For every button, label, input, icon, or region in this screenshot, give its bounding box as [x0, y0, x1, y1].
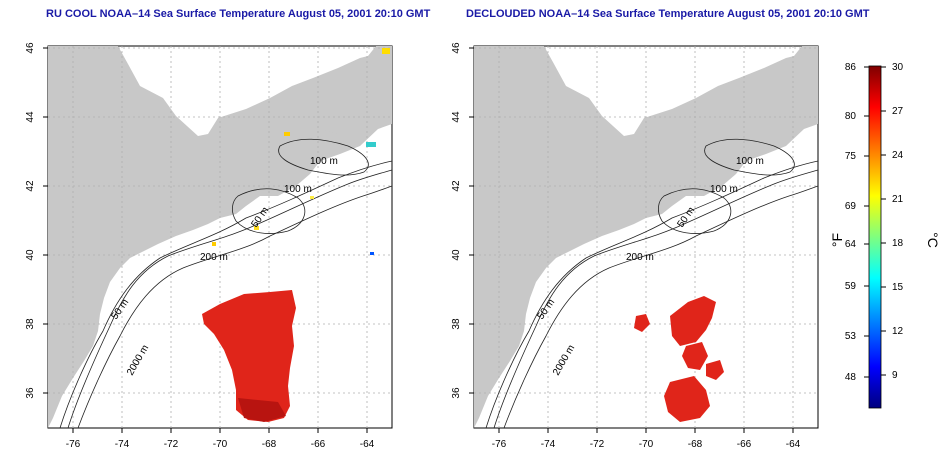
- fahrenheit-label: °F: [829, 233, 845, 247]
- x-tick: -70: [639, 439, 654, 450]
- y-tick: 36: [451, 387, 462, 399]
- x-tick: -76: [492, 439, 507, 450]
- right-axes: -76 -74 -72 -70 -68 -66 -64 46 44 42 40 …: [451, 42, 801, 450]
- sst-patch-declouded: [634, 296, 724, 422]
- contour-label-100m-south: 100 m: [710, 184, 738, 195]
- contour-label-100m-north: 100 m: [736, 156, 764, 167]
- contour-label-100m-south: 100 m: [284, 184, 312, 195]
- y-tick: 40: [451, 249, 462, 261]
- right-map-panel: 100 m 100 m 50 m 200 m 50 m 2000 m: [473, 45, 819, 429]
- x-tick: -72: [164, 439, 179, 450]
- contour-label-100m-north: 100 m: [310, 156, 338, 167]
- bathymetry-contours: [485, 138, 819, 429]
- celsius-tick: 9: [892, 370, 898, 381]
- y-tick: 40: [25, 249, 36, 261]
- x-tick: -76: [66, 439, 81, 450]
- celsius-tick: 27: [892, 106, 904, 117]
- celsius-tick: 12: [892, 326, 904, 337]
- x-tick: -70: [213, 439, 228, 450]
- colorbar-gradient: [868, 65, 882, 409]
- y-tick: 42: [25, 180, 36, 192]
- fahrenheit-tick: 64: [845, 239, 857, 250]
- fahrenheit-tick: 53: [845, 331, 857, 342]
- left-panel-title: RU COOL NOAA–14 Sea Surface Temperature …: [46, 8, 431, 20]
- x-tick: -74: [115, 439, 130, 450]
- y-tick: 38: [451, 318, 462, 330]
- colorbar: 86 80 75 69 64 59 53 48 30 27 24 21 18 1…: [829, 62, 941, 409]
- celsius-tick: 15: [892, 282, 904, 293]
- x-tick: -64: [360, 439, 375, 450]
- fahrenheit-tick: 75: [845, 151, 857, 162]
- y-tick: 46: [25, 42, 36, 54]
- y-tick: 46: [451, 42, 462, 54]
- fahrenheit-tick: 86: [845, 62, 857, 73]
- fahrenheit-tick: 59: [845, 281, 857, 292]
- fahrenheit-tick: 69: [845, 201, 857, 212]
- x-tick: -64: [786, 439, 801, 450]
- right-panel-title: DECLOUDED NOAA–14 Sea Surface Temperatur…: [466, 8, 870, 20]
- y-tick: 44: [451, 111, 462, 123]
- celsius-label: °C: [925, 232, 941, 248]
- sst-patch: [202, 290, 296, 422]
- y-tick: 38: [25, 318, 36, 330]
- left-map-panel: 100 m 100 m 50 m 200 m 50 m 2000 m: [47, 45, 393, 429]
- celsius-tick: 21: [892, 194, 904, 205]
- contour-label-200m: 200 m: [626, 252, 654, 263]
- gridlines: [474, 46, 818, 428]
- x-tick: -74: [541, 439, 556, 450]
- sst-speckles: [212, 48, 390, 255]
- contour-label-200m: 200 m: [200, 252, 228, 263]
- celsius-tick: 30: [892, 62, 904, 73]
- x-tick: -68: [688, 439, 703, 450]
- y-tick: 36: [25, 387, 36, 399]
- celsius-tick: 18: [892, 238, 904, 249]
- x-tick: -72: [590, 439, 605, 450]
- sst-patch-warm: [238, 398, 286, 422]
- x-tick: -68: [262, 439, 277, 450]
- y-tick: 44: [25, 111, 36, 123]
- bathymetry-contours: [59, 138, 393, 429]
- fahrenheit-tick: 80: [845, 111, 857, 122]
- celsius-tick: 24: [892, 150, 904, 161]
- x-tick: -66: [737, 439, 752, 450]
- fahrenheit-tick: 48: [845, 372, 857, 383]
- x-tick: -66: [311, 439, 326, 450]
- left-axes: -76 -74 -72 -70 -68 -66 -64 46 44 42 40 …: [25, 42, 375, 450]
- y-tick: 42: [451, 180, 462, 192]
